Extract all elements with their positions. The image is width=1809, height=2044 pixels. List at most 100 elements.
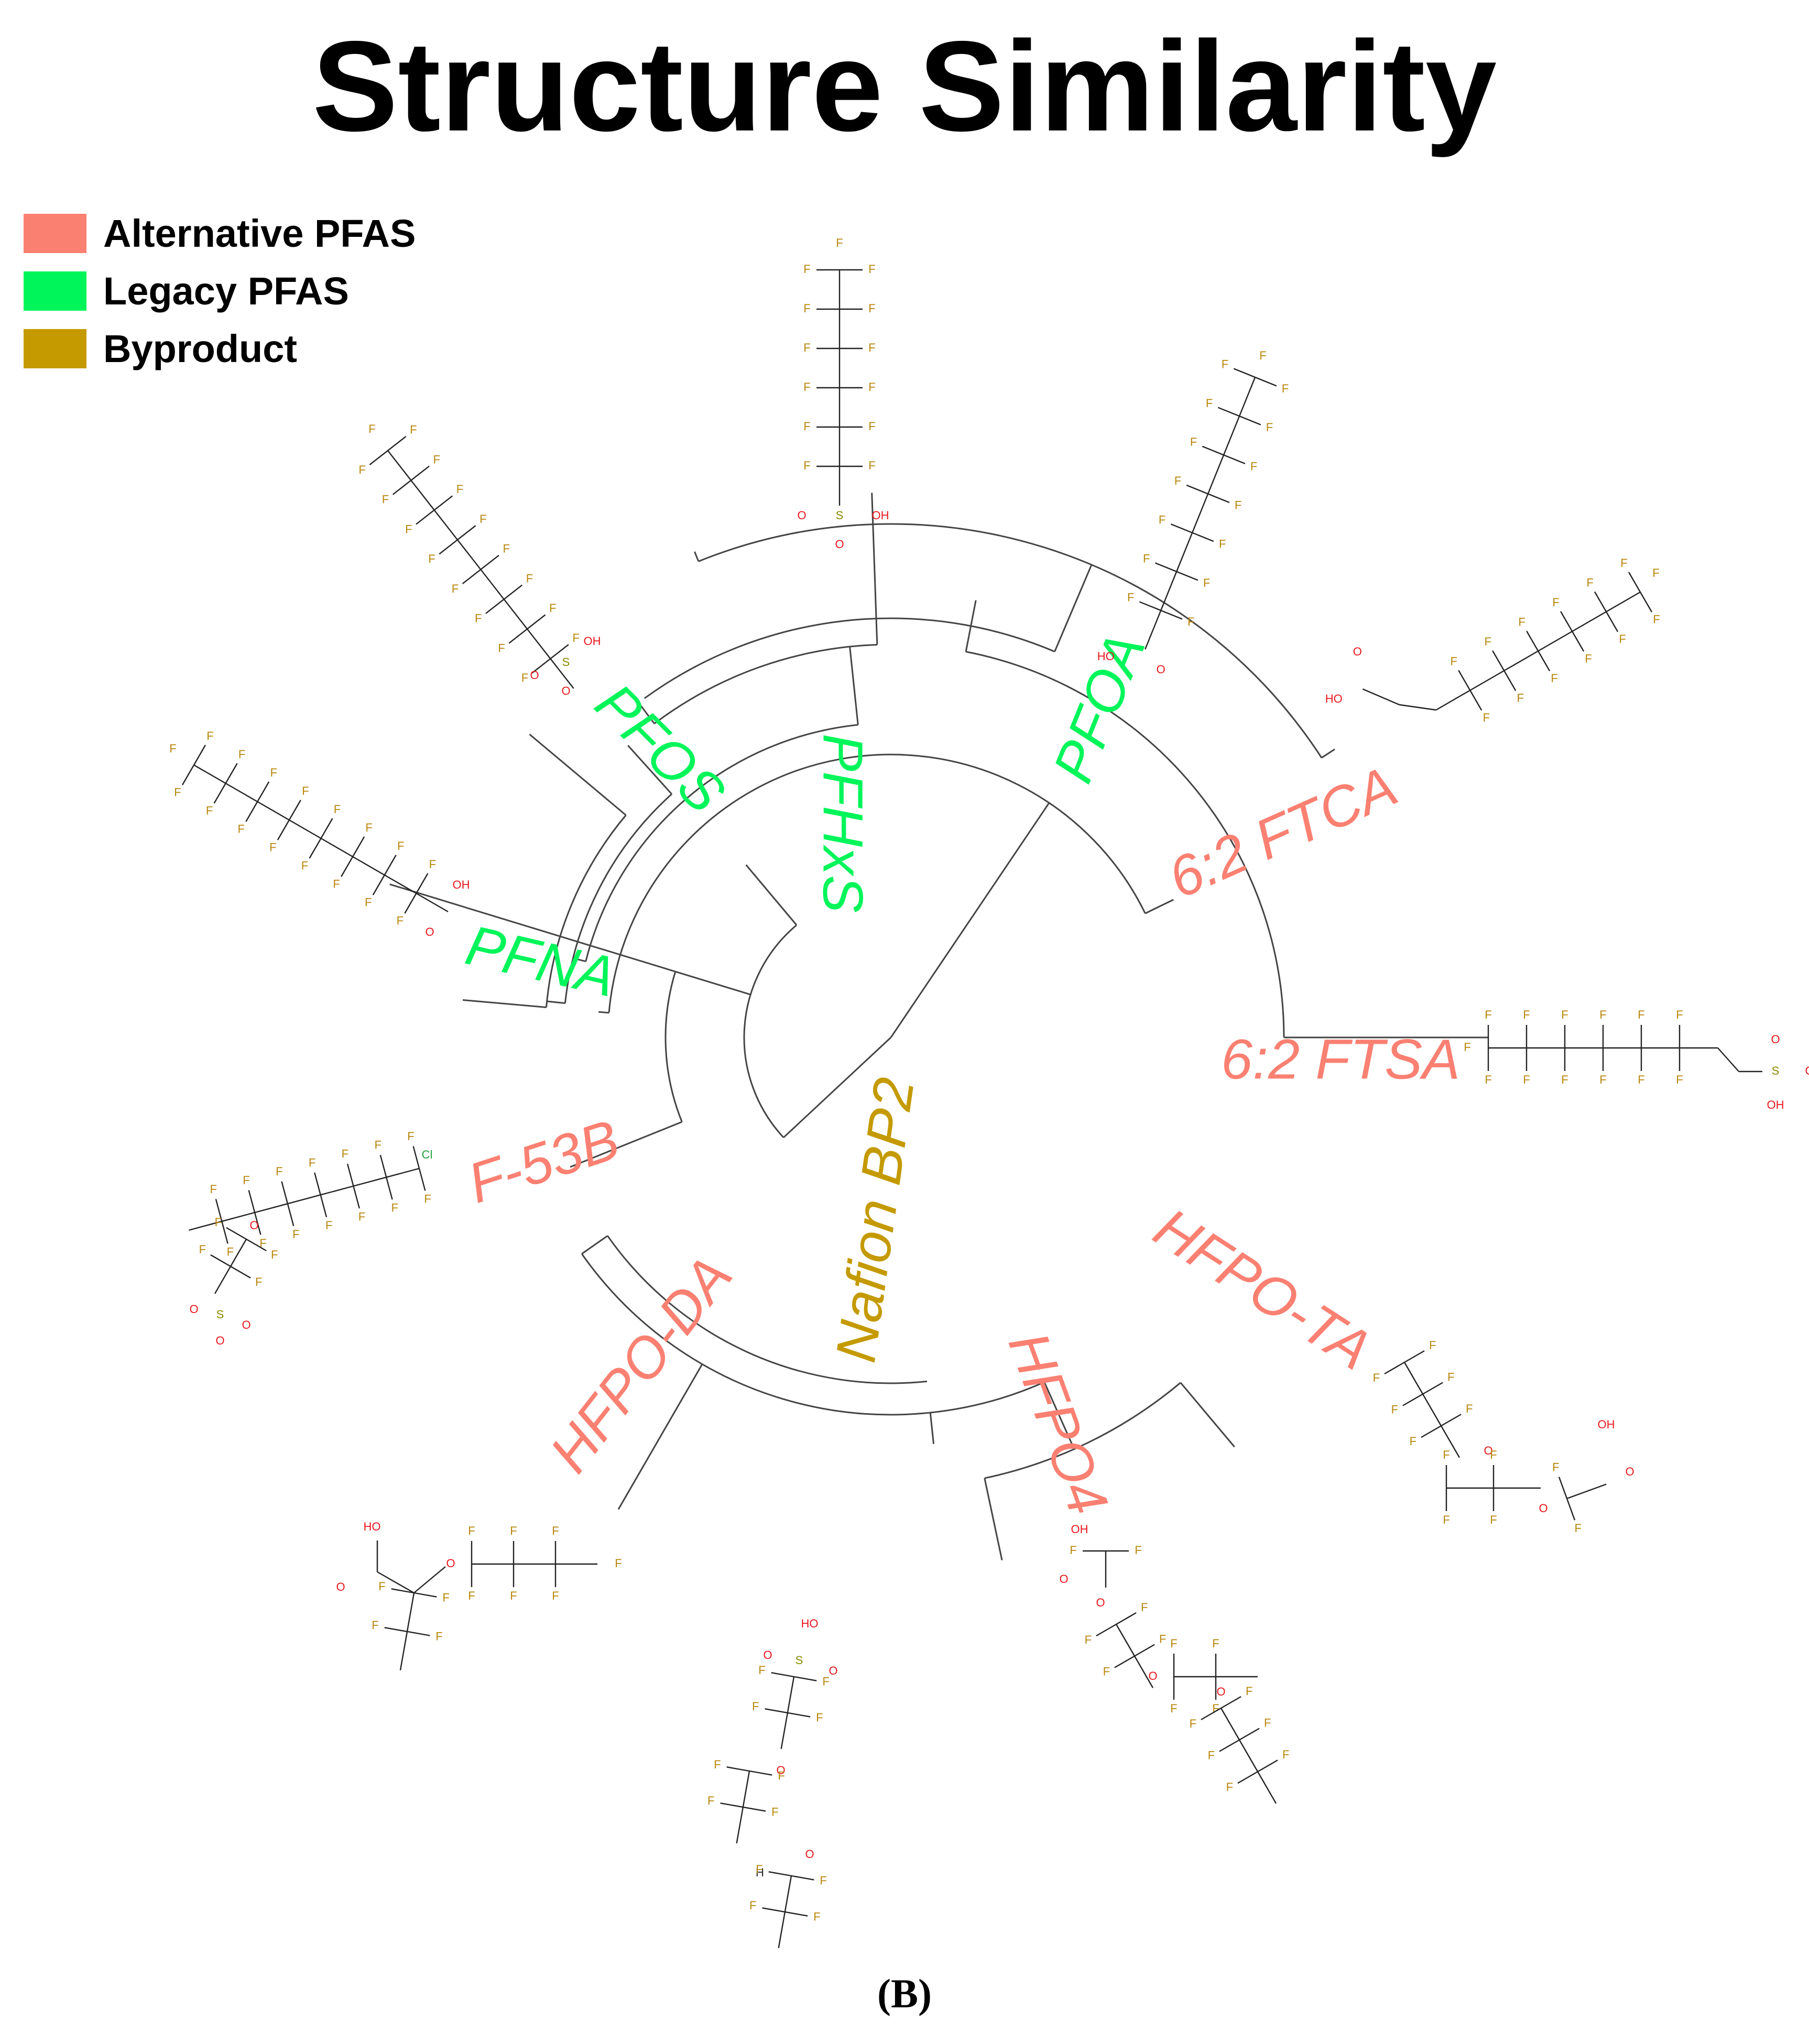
atom-label: F: [822, 1675, 829, 1688]
branch-arc: [608, 753, 1146, 1013]
atom-label: O: [1148, 1669, 1157, 1682]
bond: [1201, 1707, 1222, 1721]
bond: [353, 1176, 387, 1187]
atom-label: OH: [1598, 1418, 1615, 1431]
page-title: Structure Similarity: [312, 14, 1497, 158]
bond: [410, 465, 430, 481]
bond: [379, 1155, 387, 1178]
bond: [1217, 407, 1240, 417]
bond: [1606, 611, 1619, 632]
atom-label: F: [1282, 382, 1289, 395]
bond: [771, 1672, 794, 1678]
bond: [485, 598, 505, 614]
branch-arc: [607, 1235, 928, 1384]
atom-label: F: [452, 582, 459, 595]
bond: [1160, 609, 1183, 620]
bond: [369, 450, 388, 466]
atom-label: F: [1652, 566, 1659, 580]
atom-label: S: [836, 509, 844, 522]
atom-label: F: [1170, 1702, 1177, 1715]
bond: [780, 1712, 789, 1750]
atom-label: F: [382, 493, 389, 506]
bond: [1186, 484, 1208, 495]
bond: [386, 1167, 420, 1178]
atom-label: F: [1523, 1073, 1530, 1086]
bond: [406, 1592, 415, 1632]
bond: [765, 1708, 788, 1714]
molecule-pfna: F F F F F F F F F F F F F F F F F OH O: [169, 729, 470, 938]
atom-label: F: [1676, 1008, 1683, 1021]
atom-label: F: [1599, 1073, 1606, 1086]
bond: [189, 1220, 222, 1231]
atom-label: F: [1485, 1008, 1491, 1021]
bond: [1435, 690, 1470, 711]
bond: [1160, 571, 1178, 611]
bond: [531, 658, 551, 674]
molecule-6-2-ftca: F F F F F F F F F F F F F HO O: [1325, 556, 1660, 724]
bond: [221, 1221, 228, 1244]
atom-label: F: [1410, 1435, 1416, 1448]
atom-label: F: [259, 1237, 266, 1250]
bond: [215, 1199, 223, 1222]
bond: [1606, 591, 1641, 613]
atom-label: O: [1805, 1064, 1809, 1077]
atom-label: S: [1772, 1064, 1780, 1077]
atom-label: F: [758, 1664, 765, 1677]
bond: [1154, 562, 1177, 572]
atom-label: F: [442, 1591, 449, 1604]
atom-label: F: [1490, 1513, 1497, 1526]
bond: [778, 1911, 786, 1949]
molecule-hfpo-da: HO O F F F F O F F F F F F F: [336, 1520, 622, 1670]
atom-label: O: [1059, 1572, 1068, 1586]
bond: [384, 1627, 408, 1633]
atom-label: O: [249, 1219, 258, 1232]
atom-label: F: [468, 1589, 475, 1602]
bond: [1238, 1740, 1259, 1772]
atom-label: O: [797, 509, 806, 522]
branch-line: [529, 734, 627, 816]
atom-label: F: [820, 1874, 826, 1887]
atom-label: O: [1625, 1465, 1634, 1478]
atom-label: F: [1429, 1339, 1436, 1352]
bond: [257, 781, 270, 802]
bond: [254, 1203, 288, 1214]
leaf-label: 6:2 FTCA: [1159, 754, 1406, 911]
leaf-label: HFPO-DA: [537, 1244, 744, 1483]
legend-swatch-legacy: [24, 271, 86, 311]
atom-label: F: [255, 1275, 262, 1288]
atom-label: F: [803, 263, 810, 276]
atom-label: S: [216, 1308, 224, 1321]
atom-label: F: [1203, 576, 1210, 589]
bond: [1255, 376, 1277, 387]
atom-label: F: [552, 1589, 559, 1602]
bond: [784, 1875, 792, 1912]
atom-label: O: [1216, 1685, 1225, 1698]
bond: [1503, 650, 1539, 672]
atom-label: F: [301, 859, 308, 872]
bond: [1116, 1612, 1137, 1625]
atom-label: F: [1226, 1780, 1233, 1794]
bond: [413, 1592, 437, 1598]
atom-label: F: [1653, 613, 1660, 626]
atom-label: F: [270, 766, 277, 779]
bond: [1403, 1362, 1424, 1395]
bond: [254, 1212, 261, 1235]
bond: [1257, 1759, 1278, 1773]
leaf-label: HFPO-TA: [1143, 1196, 1383, 1382]
atom-label: F: [1483, 711, 1490, 724]
bond: [1572, 611, 1607, 632]
bond: [1421, 1425, 1442, 1438]
bond: [1402, 1393, 1423, 1406]
bond: [1384, 1361, 1405, 1375]
atom-label: F: [334, 803, 341, 816]
bond: [1538, 650, 1551, 672]
atom-label: F: [1127, 591, 1134, 604]
atom-label: F: [1451, 655, 1457, 668]
atom-label: F: [1282, 1748, 1289, 1761]
bond: [413, 1566, 446, 1593]
bond: [287, 1194, 321, 1205]
atom-label: F: [552, 1524, 559, 1537]
atom-label: F: [803, 341, 810, 354]
